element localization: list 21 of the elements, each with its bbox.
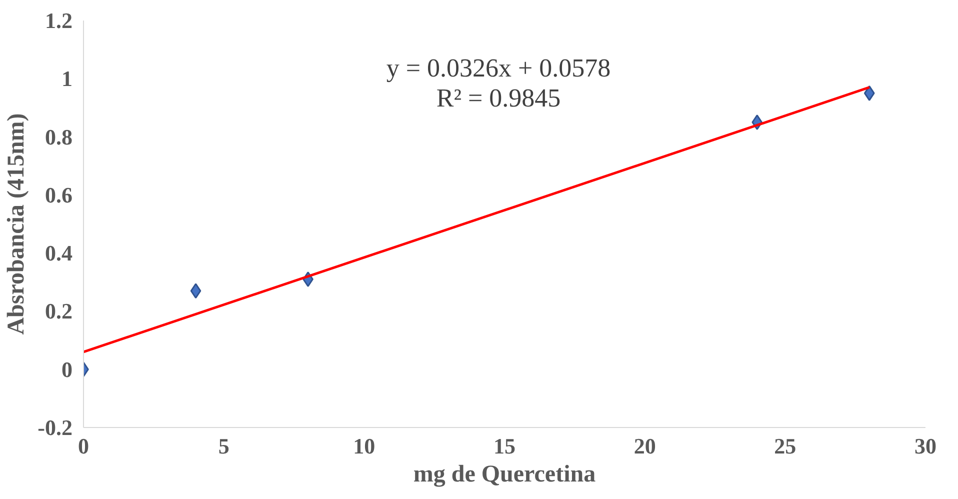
x-tick-label: 5 [218,434,230,458]
y-tick-label: 0.8 [45,124,72,150]
x-tick-label: 10 [353,434,376,458]
annotation: y = 0.0326x + 0.0578 [386,54,611,82]
point [864,85,875,101]
x-tick-label: 0 [78,434,89,458]
x-axis-title: mg de Quercetina [413,462,596,488]
y-tick-label: 0.4 [45,240,72,266]
y-axis-title: Absrobancia (415nm) [4,113,30,335]
x-tick-label: 30 [914,434,936,458]
y-tick-label: 1.2 [45,8,72,33]
y-tick-label: 0.2 [45,298,72,324]
y-tick-label: 1 [62,66,72,92]
y-tick-label: 0 [62,356,72,382]
x-tick-label: 25 [774,434,796,458]
annotation: R² = 0.9845 [436,84,561,112]
point [190,283,202,299]
x-tick-label: 15 [494,434,516,458]
x-tick-label: 20 [634,434,656,458]
y-tick-label: -0.2 [38,415,72,440]
y-tick-label: 0.6 [45,182,72,208]
